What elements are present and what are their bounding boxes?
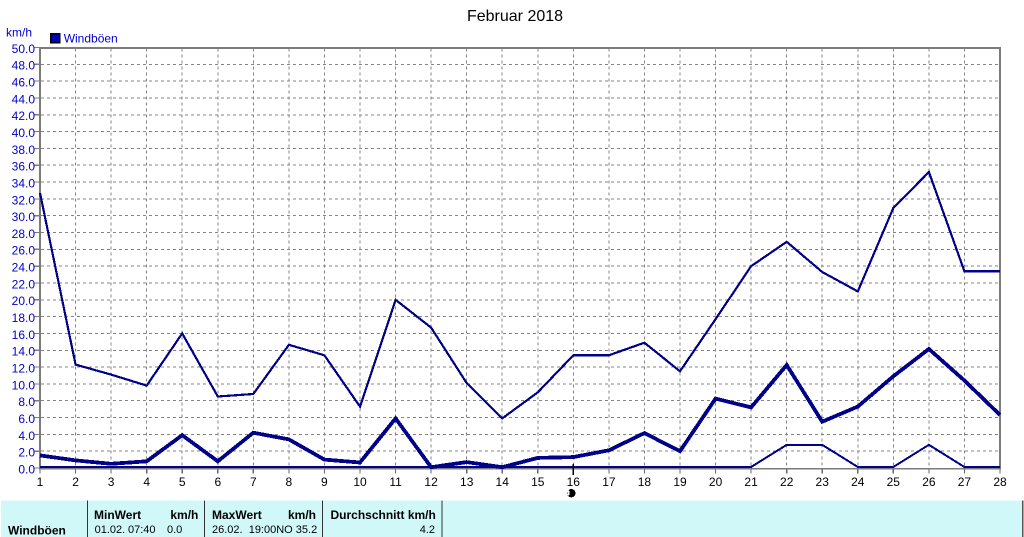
svg-text:34.0: 34.0 <box>12 177 36 191</box>
svg-text:MinWert: MinWert <box>94 508 141 522</box>
svg-text:4.2: 4.2 <box>420 524 435 536</box>
svg-text:3: 3 <box>108 475 115 489</box>
svg-text:km/h: km/h <box>6 26 32 40</box>
svg-text:25: 25 <box>887 475 901 489</box>
svg-text:6: 6 <box>214 475 221 489</box>
svg-text:14: 14 <box>496 475 510 489</box>
svg-text:16.0: 16.0 <box>12 328 36 342</box>
svg-text:22: 22 <box>780 475 794 489</box>
svg-text:13: 13 <box>460 475 474 489</box>
svg-text:Februar 2018: Februar 2018 <box>467 8 563 25</box>
svg-text:42.0: 42.0 <box>12 109 36 123</box>
svg-text:46.0: 46.0 <box>12 76 36 90</box>
svg-text:1: 1 <box>37 475 44 489</box>
svg-text:18: 18 <box>638 475 652 489</box>
svg-text:11: 11 <box>389 475 402 489</box>
svg-text:36.0: 36.0 <box>12 160 36 174</box>
svg-text:19: 19 <box>673 475 687 489</box>
svg-text:38.0: 38.0 <box>12 143 36 157</box>
svg-text:Windböen: Windböen <box>64 32 118 46</box>
svg-text:07:40: 07:40 <box>128 524 156 536</box>
svg-text:4.0: 4.0 <box>18 429 35 443</box>
svg-text:15: 15 <box>531 475 545 489</box>
svg-text:5: 5 <box>179 475 186 489</box>
svg-text:MaxWert: MaxWert <box>212 508 262 522</box>
svg-text:01.02.: 01.02. <box>95 524 126 536</box>
svg-text:16: 16 <box>567 475 581 489</box>
svg-text:18.0: 18.0 <box>12 311 36 325</box>
svg-text:4: 4 <box>143 475 150 489</box>
svg-text:21: 21 <box>744 475 758 489</box>
svg-text:44.0: 44.0 <box>12 92 36 106</box>
svg-text:20.0: 20.0 <box>12 294 36 308</box>
svg-text:0.0: 0.0 <box>18 462 35 476</box>
svg-text:20: 20 <box>709 475 723 489</box>
svg-text:Durchschnitt km/h: Durchschnitt km/h <box>331 508 436 522</box>
svg-text:2.0: 2.0 <box>18 446 35 460</box>
svg-text:10.0: 10.0 <box>12 378 36 392</box>
svg-text:40.0: 40.0 <box>12 126 36 140</box>
svg-text:10: 10 <box>353 475 367 489</box>
svg-text:23: 23 <box>816 475 830 489</box>
svg-text:28: 28 <box>993 475 1007 489</box>
svg-text:26: 26 <box>922 475 936 489</box>
svg-text:26.02. 19:00NO 35.2: 26.02. 19:00NO 35.2 <box>212 524 317 536</box>
svg-text:8: 8 <box>286 475 293 489</box>
svg-text:km/h: km/h <box>288 508 316 522</box>
svg-text:24: 24 <box>851 475 865 489</box>
svg-text:48.0: 48.0 <box>12 59 36 73</box>
svg-text:9: 9 <box>321 475 328 489</box>
svg-text:km/h: km/h <box>170 508 198 522</box>
svg-text:2: 2 <box>72 475 79 489</box>
svg-text:22.0: 22.0 <box>12 277 36 291</box>
svg-text:12.0: 12.0 <box>12 362 36 376</box>
svg-text:32.0: 32.0 <box>12 193 36 207</box>
svg-text:26.0: 26.0 <box>12 244 36 258</box>
svg-text:Windböen: Windböen <box>8 524 66 537</box>
svg-text:0.0: 0.0 <box>167 524 182 536</box>
svg-text:7: 7 <box>250 475 257 489</box>
svg-text:6.0: 6.0 <box>18 412 35 426</box>
svg-text:14.0: 14.0 <box>12 345 36 359</box>
svg-text:30.0: 30.0 <box>12 210 36 224</box>
svg-text:12: 12 <box>424 475 438 489</box>
svg-text:28.0: 28.0 <box>12 227 36 241</box>
svg-text:50.0: 50.0 <box>12 42 36 56</box>
svg-text:24.0: 24.0 <box>12 261 36 275</box>
svg-text:27: 27 <box>958 475 972 489</box>
svg-text:8.0: 8.0 <box>18 395 35 409</box>
svg-text:17: 17 <box>602 475 616 489</box>
